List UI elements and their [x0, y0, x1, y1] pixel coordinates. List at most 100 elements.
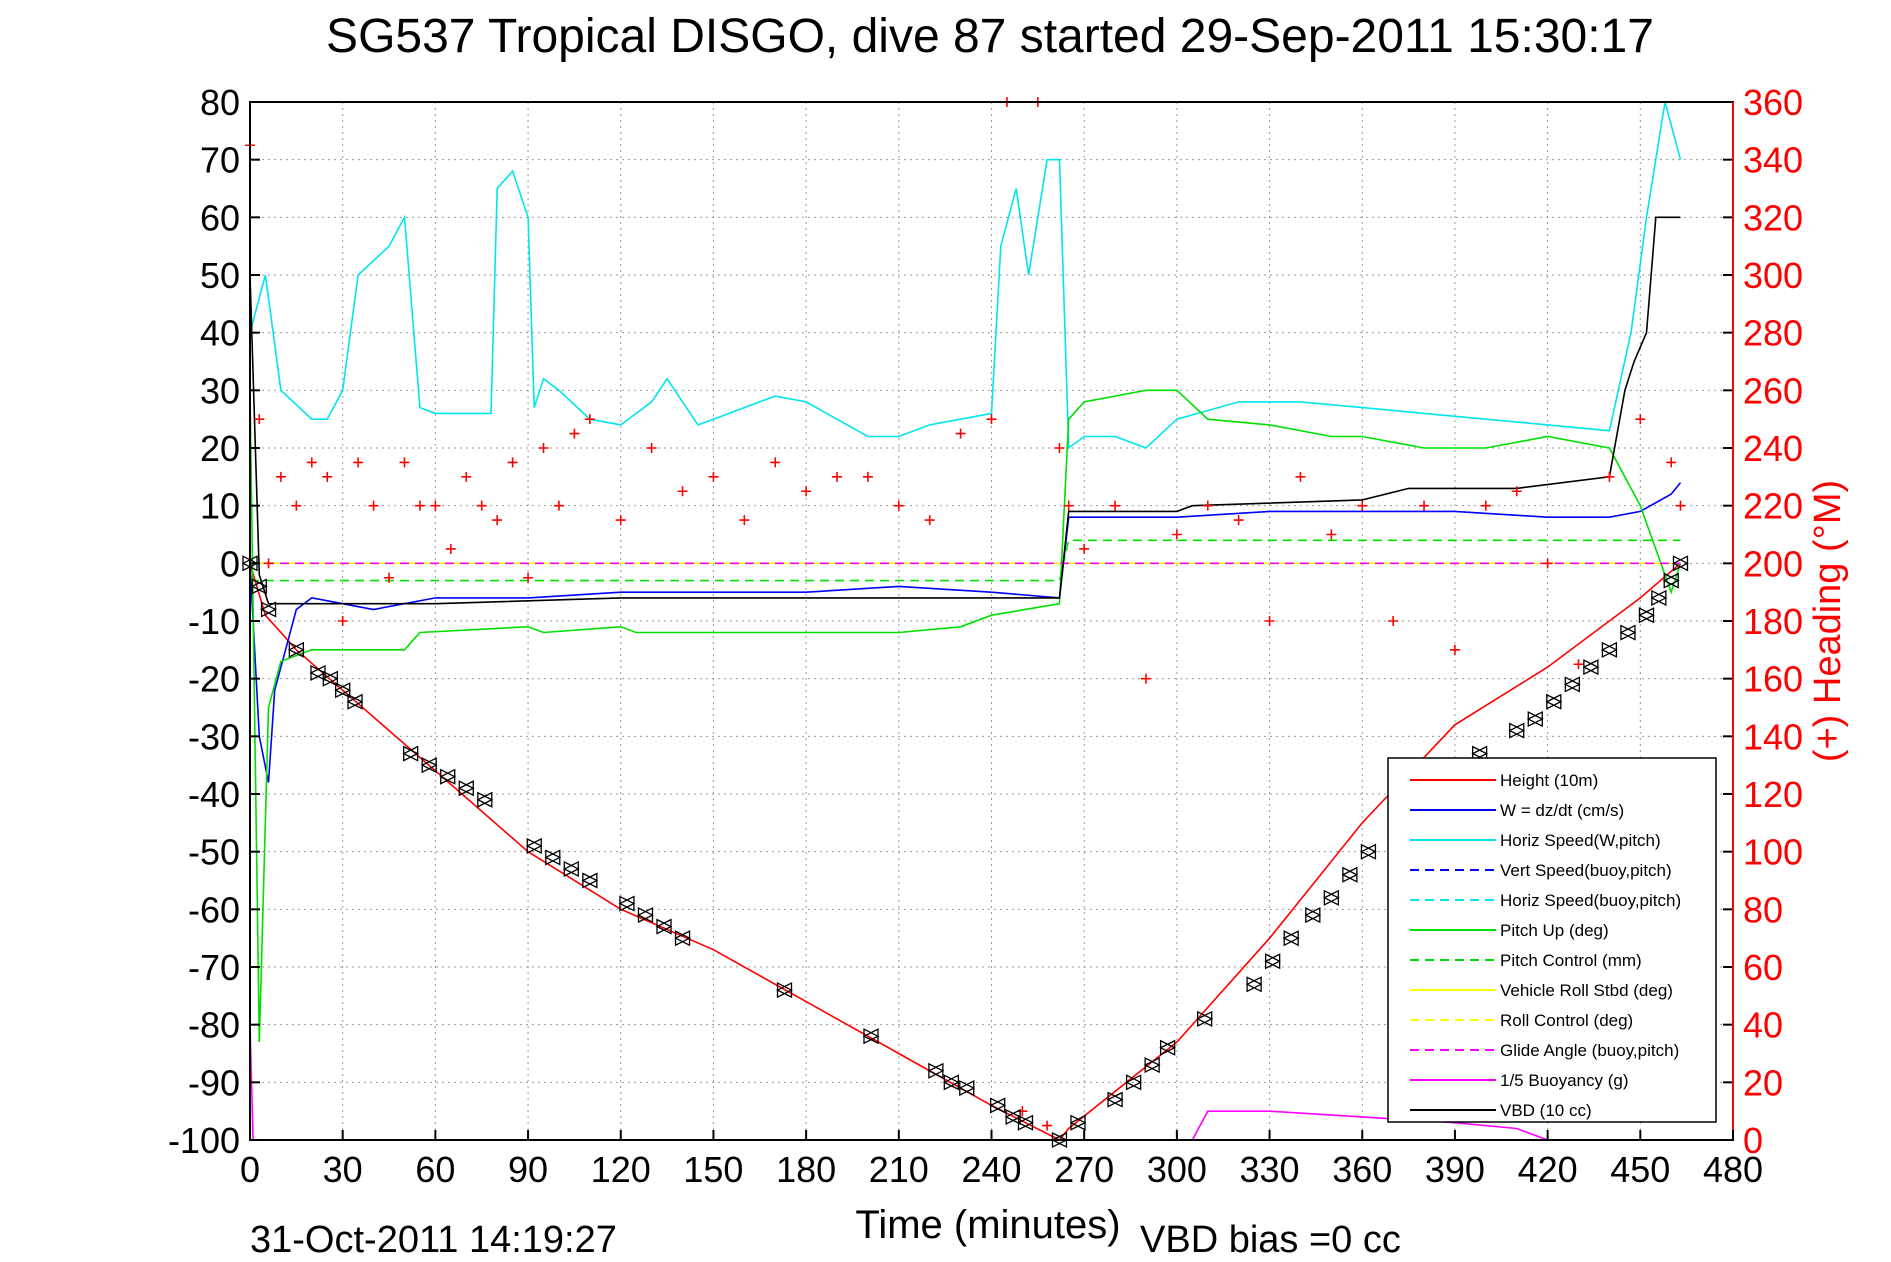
height-marker-point-12	[476, 791, 494, 808]
y-axis-left: -100-90-80-70-60-50-40-30-20-10010203040…	[168, 82, 260, 1161]
heading-marker-point-4	[291, 500, 302, 511]
heading-marker-point-34	[924, 515, 935, 526]
y-tick-label-right-7: 140	[1743, 716, 1803, 757]
x-tick-label-11: 330	[1240, 1149, 1300, 1190]
height-marker-point-47	[1526, 710, 1544, 728]
heading-marker-point-7	[337, 616, 348, 626]
height-marker-point-50	[1582, 659, 1600, 676]
heading-marker-point-5	[306, 457, 317, 468]
heading-marker-point-60	[1604, 471, 1615, 482]
height-marker-point-22	[862, 1028, 880, 1045]
x-tick-label-12: 360	[1332, 1149, 1392, 1190]
vbd-bias-footer: VBD bias =0 cc	[1140, 1219, 1401, 1261]
y-tick-label-right-14: 280	[1743, 313, 1803, 354]
y-tick-label-right-15: 300	[1743, 255, 1803, 296]
height-marker-point-7	[346, 693, 364, 710]
y-tick-label-right-17: 340	[1743, 140, 1803, 181]
y-tick-label-right-10: 200	[1743, 543, 1803, 584]
height-marker-point-45	[1471, 745, 1489, 762]
legend-label-11: VBD (10 cc)	[1500, 1101, 1592, 1120]
height-marker-point-52	[1619, 624, 1637, 641]
y-tick-label-right-11: 220	[1743, 486, 1803, 527]
height-marker-point-51	[1600, 641, 1618, 658]
legend-label-3: Vert Speed(buoy,pitch)	[1500, 861, 1672, 880]
height-marker-point-5	[321, 670, 339, 687]
heading-marker-point-48	[1233, 515, 1244, 526]
heading-marker-point-53	[1388, 616, 1399, 626]
y-tick-label-right-16: 320	[1743, 197, 1803, 238]
heading-marker-point-62	[1666, 457, 1677, 468]
legend-label-4: Horiz Speed(buoy,pitch)	[1500, 891, 1681, 910]
y-tick-label-right-8: 160	[1743, 659, 1803, 700]
legend-label-1: W = dz/dt (cm/s)	[1500, 801, 1624, 820]
height-marker-point-48	[1545, 693, 1563, 710]
height-marker-point-37	[1264, 953, 1282, 970]
legend-label-7: Vehicle Roll Stbd (deg)	[1500, 981, 1673, 1000]
heading-marker-point-22	[569, 428, 580, 439]
heading-marker-point-3	[275, 471, 286, 482]
x-tick-label-8: 240	[961, 1149, 1021, 1190]
legend-label-0: Height (10m)	[1500, 771, 1598, 790]
heading-marker-point-23	[584, 414, 595, 425]
heading-marker-point-13	[430, 500, 441, 511]
heading-marker-point-24	[615, 515, 626, 526]
heading-marker-point-15	[461, 471, 472, 482]
y-tick-label-right-9: 180	[1743, 601, 1803, 642]
x-tick-label-15: 450	[1610, 1149, 1670, 1190]
y-tick-label-left-8: -20	[188, 659, 240, 700]
heading-marker-point-28	[739, 515, 750, 526]
heading-marker-point-55	[1449, 644, 1460, 655]
heading-marker-point-25	[646, 443, 657, 453]
heading-marker-point-9	[368, 500, 379, 511]
heading-marker-point-45	[1140, 673, 1151, 684]
y-tick-label-left-5: -50	[188, 832, 240, 873]
heading-marker-point-46	[1171, 529, 1182, 540]
height-marker-point-39	[1304, 907, 1322, 924]
y-tick-label-left-12: 20	[200, 428, 240, 469]
heading-marker-point-11	[399, 457, 410, 468]
heading-marker-point-17	[492, 515, 503, 526]
height-marker-point-54	[1650, 589, 1668, 606]
heading-marker-point-44	[1110, 500, 1121, 511]
y-tick-label-left-14: 40	[200, 313, 240, 354]
heading-marker-point-26	[677, 486, 688, 497]
legend-label-6: Pitch Control (mm)	[1500, 951, 1642, 970]
height-marker-point-36	[1245, 976, 1263, 993]
heading-marker-point-31	[832, 471, 843, 482]
height-marker-point-55	[1662, 572, 1680, 589]
heading-marker-point-2	[263, 558, 274, 569]
heading-marker-point-27	[708, 471, 719, 482]
heading-marker-point-8	[353, 457, 364, 468]
x-tick-label-14: 420	[1518, 1149, 1578, 1190]
x-tick-label-3: 90	[508, 1149, 548, 1190]
heading-marker-point-21	[553, 500, 564, 511]
y-tick-label-right-4: 80	[1743, 889, 1783, 930]
heading-marker-point-32	[862, 471, 873, 482]
height-marker-point-32	[1125, 1074, 1143, 1091]
right-axis-label: (+) Heading (°M)	[1807, 480, 1849, 762]
height-marker-point-28	[1017, 1114, 1034, 1131]
height-marker-point-46	[1508, 722, 1526, 739]
height-marker-point-15	[562, 860, 580, 878]
height-marker-point-53	[1638, 607, 1655, 624]
x-tick-label-5: 150	[683, 1149, 743, 1190]
height-marker-point-24	[942, 1074, 960, 1091]
height-marker-point-9	[420, 757, 438, 774]
series-line-1	[249, 482, 1682, 783]
heading-marker-point-59	[1573, 659, 1584, 670]
heading-marker-point-6	[322, 471, 333, 482]
y-tick-label-left-13: 30	[200, 370, 240, 411]
y-tick-label-right-2: 40	[1743, 1005, 1783, 1046]
x-tick-label-13: 390	[1425, 1149, 1485, 1190]
heading-marker-point-30	[801, 486, 812, 497]
heading-marker-point-47	[1202, 500, 1213, 511]
heading-marker-point-1	[254, 414, 265, 425]
height-marker-point-1	[250, 578, 268, 595]
y-tick-label-left-10: 0	[220, 543, 240, 584]
height-marker-point-2	[260, 601, 277, 618]
heading-marker-point-41	[1054, 443, 1065, 453]
y-tick-label-left-15: 50	[200, 255, 240, 296]
height-marker-point-26	[989, 1097, 1007, 1114]
heading-marker-point-61	[1635, 414, 1646, 425]
